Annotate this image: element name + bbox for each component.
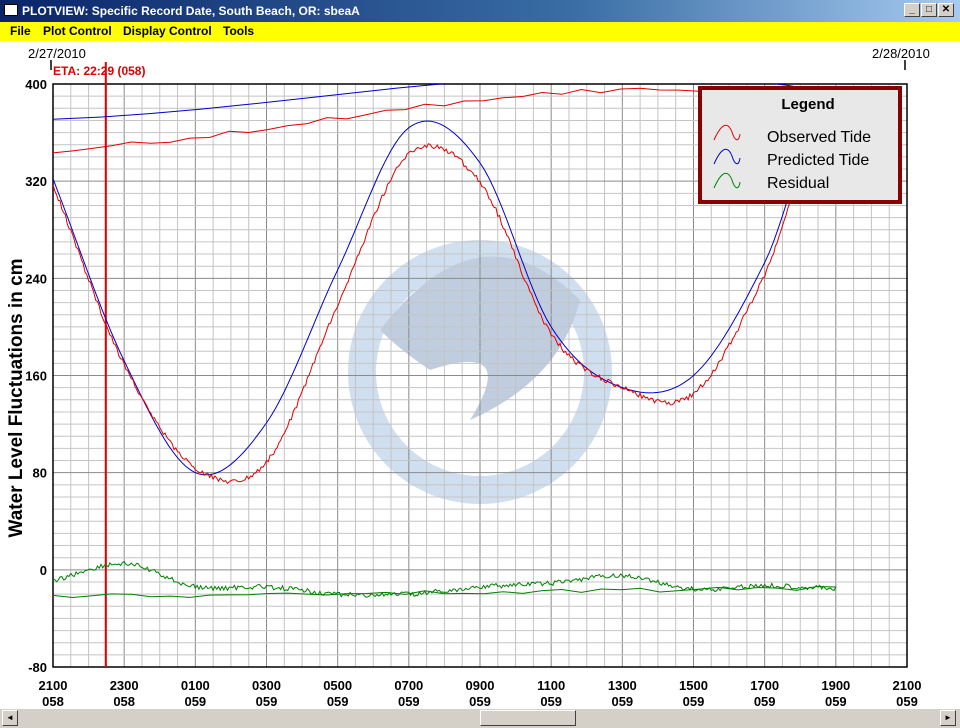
x-tick-day: 058 [113, 694, 135, 708]
x-tick-day: 059 [683, 694, 705, 708]
x-tick-time: 2300 [110, 678, 139, 693]
legend[interactable]: Legend Observed Tide Predicted Tide Resi… [698, 86, 902, 204]
series-residual [53, 560, 837, 599]
y-tick-label: 320 [25, 174, 47, 189]
x-tick-time: 0700 [394, 678, 423, 693]
y-tick-label: 240 [25, 271, 47, 286]
x-tick-time: 0100 [181, 678, 210, 693]
series-predicted-tide [53, 84, 836, 476]
legend-entry-predicted: Predicted Tide [767, 152, 869, 169]
plot-frame [52, 83, 908, 668]
y-axis-label: Water Level Fluctuations in cm [6, 258, 27, 537]
x-tick-day: 059 [398, 694, 420, 708]
legend-swatch-observed [713, 124, 741, 141]
x-tick-day: 058 [42, 694, 64, 708]
x-tick-time: 1100 [537, 678, 565, 693]
minimize-button[interactable]: _ [904, 3, 920, 17]
legend-entry-residual: Residual [767, 175, 829, 192]
menu-bar: File Plot Control Display Control Tools [0, 22, 960, 41]
x-tick-time: 1300 [608, 678, 637, 693]
x-tick-time: 1500 [679, 678, 708, 693]
x-tick-day: 059 [754, 694, 776, 708]
eta-label: ETA: 22:29 (058) [53, 64, 145, 78]
y-tick-label: 160 [25, 369, 47, 384]
horizontal-scrollbar[interactable]: ◄ ► [0, 708, 960, 728]
legend-swatch-predicted [713, 148, 741, 165]
grid [53, 84, 907, 667]
x-tick-time: 1900 [821, 678, 850, 693]
app-icon [4, 4, 18, 16]
scroll-right-button[interactable]: ► [940, 710, 956, 726]
date-start-label: 2/27/2010 [28, 46, 86, 61]
x-tick-day: 059 [611, 694, 633, 708]
x-tick-day: 059 [896, 694, 918, 708]
y-axis: 400 320 240 160 80 0 -80 [25, 77, 47, 675]
y-tick-label: 80 [33, 466, 47, 481]
title-bar[interactable]: PLOTVIEW: Specific Record Date, South Be… [0, 0, 960, 22]
x-tick-day: 059 [327, 694, 349, 708]
x-tick-day: 059 [469, 694, 491, 708]
menu-display-control[interactable]: Display Control [123, 24, 212, 38]
date-end-label: 2/28/2010 [872, 46, 930, 61]
menu-plot-control[interactable]: Plot Control [43, 24, 112, 38]
x-axis: 2100058230005801000590300059050005907000… [39, 678, 922, 708]
legend-entry-observed: Observed Tide [767, 129, 871, 146]
maximize-button[interactable]: □ [921, 3, 937, 17]
scroll-left-button[interactable]: ◄ [2, 710, 18, 726]
window-title: PLOTVIEW: Specific Record Date, South Be… [22, 4, 360, 18]
scroll-thumb[interactable] [480, 710, 576, 726]
x-tick-time: 2100 [39, 678, 68, 693]
x-tick-day: 059 [825, 694, 847, 708]
x-tick-time: 1700 [750, 678, 779, 693]
x-tick-time: 2100 [893, 678, 922, 693]
series-group [53, 84, 837, 599]
x-tick-day: 059 [256, 694, 278, 708]
legend-title: Legend [781, 96, 834, 113]
x-tick-time: 0500 [323, 678, 352, 693]
close-button[interactable]: ✕ [938, 3, 954, 17]
y-tick-label: 400 [25, 77, 47, 92]
menu-file[interactable]: File [10, 24, 31, 38]
y-tick-label: 0 [40, 563, 47, 578]
y-tick-label: -80 [28, 660, 47, 675]
x-tick-time: 0300 [252, 678, 281, 693]
legend-swatch-residual [713, 172, 741, 189]
series-observed-tide [53, 87, 836, 485]
x-tick-day: 059 [184, 694, 206, 708]
x-tick-time: 0900 [466, 678, 495, 693]
x-tick-day: 059 [540, 694, 562, 708]
menu-tools[interactable]: Tools [223, 24, 255, 38]
